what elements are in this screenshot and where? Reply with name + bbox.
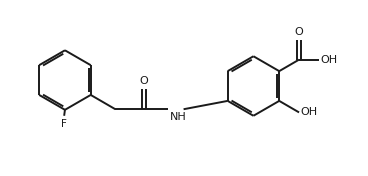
Text: F: F [61,119,67,128]
Text: NH: NH [170,112,187,122]
Text: OH: OH [300,107,317,117]
Text: OH: OH [320,55,337,65]
Text: O: O [139,76,148,86]
Text: O: O [295,27,304,37]
